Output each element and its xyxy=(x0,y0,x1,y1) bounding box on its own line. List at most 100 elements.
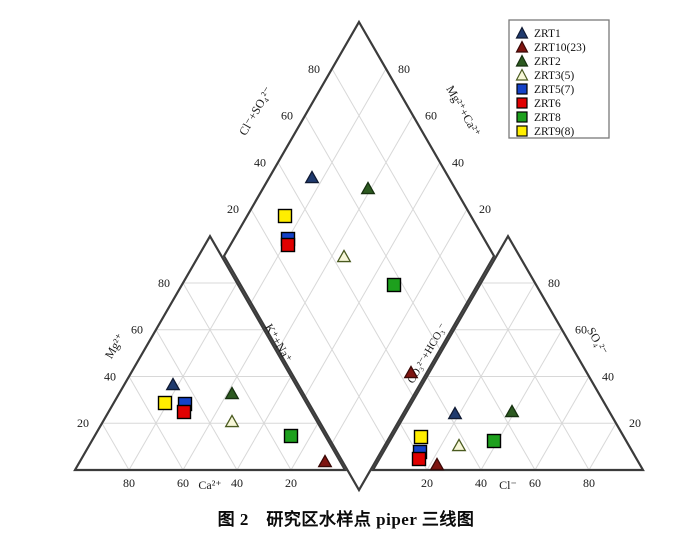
diamond-grid-b xyxy=(331,68,468,304)
data-point-cation-ZRT8 xyxy=(283,428,299,444)
cation-bottom-tick: 60 xyxy=(177,476,189,490)
anion-bottom-tick: 80 xyxy=(583,476,595,490)
cation-bottom-tick: 40 xyxy=(231,476,243,490)
cation-triangle-grid-r xyxy=(128,376,184,471)
diamond-right-tick: 80 xyxy=(398,62,410,76)
data-point-diamond-ZRT3(5) xyxy=(336,249,352,263)
grid-layer xyxy=(101,68,617,471)
cation-triangle-grid-r xyxy=(101,422,130,471)
diamond-left-tick: 40 xyxy=(254,155,266,169)
anion-triangle xyxy=(371,233,645,472)
anion-bottom-tick: 40 xyxy=(475,476,487,490)
cation-triangle xyxy=(73,233,347,472)
data-point-anion-ZRT6 xyxy=(411,451,427,467)
data-point-cation-ZRT1 xyxy=(165,377,181,391)
legend-marker-square-icon xyxy=(516,111,528,123)
diamond-grid-b xyxy=(304,115,441,350)
cation-left-tick: 80 xyxy=(158,276,170,290)
diamond-grid-a xyxy=(277,115,414,350)
diamond-grid-a xyxy=(250,68,387,304)
legend-label: ZRT5(7) xyxy=(534,84,574,96)
legend-marker-triangle-icon xyxy=(515,68,529,81)
diamond-left-tick: 60 xyxy=(281,109,293,123)
cation-triangle-grid-l xyxy=(236,376,292,471)
anion-right-tick: 80 xyxy=(548,276,560,290)
legend-label: ZRT1 xyxy=(534,28,561,40)
data-point-anion-ZRT10(23) xyxy=(429,457,445,471)
anion-triangle-grid-l xyxy=(588,422,617,471)
legend-item-ZRT3(5)[interactable]: ZRT3(5) xyxy=(515,68,575,83)
data-point-anion-ZRT8 xyxy=(486,433,502,449)
data-point-cation-ZRT2 xyxy=(224,386,240,400)
cation-left-tick: 20 xyxy=(77,416,89,430)
legend-marker-square-icon xyxy=(516,83,528,95)
legend-item-ZRT9(8)[interactable]: ZRT9(8) xyxy=(516,125,574,138)
axis-label-layer: Ca²⁺ Cl⁻Mg²⁺ K⁺+Na⁺ CO₃²⁻+HCO₃⁻ SO₄²⁻Cl⁻+SO₄… xyxy=(102,83,611,492)
data-point-anion-ZRT3(5) xyxy=(451,438,467,452)
data-point-anion-ZRT2 xyxy=(504,404,520,418)
cation-bottom-tick: 20 xyxy=(285,476,297,490)
anion-triangle-grid-r xyxy=(426,376,482,471)
legend-label: ZRT9(8) xyxy=(534,126,574,138)
legend-label: ZRT10(23) xyxy=(534,42,586,54)
data-point-diamond-ZRT8 xyxy=(386,277,402,293)
cation-triangle-grid-l xyxy=(290,422,319,471)
diamond-grid-a xyxy=(331,208,468,444)
data-point-anion-ZRT9(8) xyxy=(413,429,429,445)
anion-triangle-grid-r xyxy=(453,329,536,471)
legend-marker-triangle-icon xyxy=(515,26,529,39)
legend-marker-triangle-icon xyxy=(515,40,529,53)
anion-right-tick: 20 xyxy=(629,416,641,430)
anion-right-tick: 40 xyxy=(602,369,614,383)
legend-item-ZRT2[interactable]: ZRT2 xyxy=(515,54,562,69)
diamond-right-tick: 20 xyxy=(479,202,491,216)
diamond-right-tick: 40 xyxy=(452,155,464,169)
diamond-grid-a xyxy=(304,162,441,397)
legend-item-ZRT1[interactable]: ZRT1 xyxy=(515,26,562,41)
data-point-diamond-ZRT10(23) xyxy=(403,365,419,379)
anion-right-tick: 60 xyxy=(575,323,587,337)
legend-item-ZRT8[interactable]: ZRT8 xyxy=(516,111,561,124)
legend[interactable]: ZRT1 ZRT10(23) ZRT2 ZRT3(5) ZRT5(7) ZRT6 ZRT8 Z… xyxy=(508,19,610,139)
cation-triangle-grid-l xyxy=(182,329,265,471)
figure-caption: 图 2 研究区水样点 piper 三线图 xyxy=(217,510,475,529)
diamond-grid-b xyxy=(277,162,414,397)
data-point-cation-ZRT9(8) xyxy=(157,395,173,411)
diamond-left-tick: 20 xyxy=(227,202,239,216)
legend-item-ZRT6[interactable]: ZRT6 xyxy=(516,97,561,110)
anion-triangle-grid-l xyxy=(480,329,563,471)
legend-label: ZRT3(5) xyxy=(534,70,574,82)
data-point-anion-ZRT1 xyxy=(447,406,463,420)
anion-triangle-grid-l xyxy=(534,376,590,471)
data-point-diamond-ZRT9(8) xyxy=(277,208,293,224)
diamond-grid-b xyxy=(250,208,387,444)
legend-label: ZRT2 xyxy=(534,56,561,68)
anion-right-axis-label: SO₄²⁻ xyxy=(584,325,611,358)
cation-left-tick: 40 xyxy=(104,369,116,383)
data-point-diamond-ZRT1 xyxy=(304,170,320,184)
legend-label: ZRT8 xyxy=(534,112,561,124)
legend-marker-square-icon xyxy=(516,125,528,137)
anion-bottom-axis-label: Cl⁻ xyxy=(499,478,517,492)
legend-item-ZRT10(23)[interactable]: ZRT10(23) xyxy=(515,40,586,55)
data-point-diamond-ZRT2 xyxy=(360,181,376,195)
anion-bottom-tick: 20 xyxy=(421,476,433,490)
cation-left-axis-label: Mg²⁺ xyxy=(102,331,127,361)
diamond-left-axis-label: Cl⁻+SO₄²⁻ xyxy=(236,84,275,138)
diamond-right-axis-label: Mg²⁺+Ca²⁺ xyxy=(443,83,483,139)
cation-triangle-grid-r xyxy=(155,329,238,471)
data-point-diamond-ZRT6 xyxy=(280,237,296,253)
diamond-frame xyxy=(222,19,496,493)
legend-label: ZRT6 xyxy=(534,98,561,110)
diamond-left-tick: 80 xyxy=(308,62,320,76)
data-point-layer xyxy=(157,170,520,471)
data-point-cation-ZRT10(23) xyxy=(317,454,333,468)
anion-bottom-tick: 60 xyxy=(529,476,541,490)
legend-marker-square-icon xyxy=(516,97,528,109)
data-point-cation-ZRT6 xyxy=(176,404,192,420)
cation-bottom-tick: 80 xyxy=(123,476,135,490)
cation-bottom-axis-label: Ca²⁺ xyxy=(198,478,221,492)
legend-marker-triangle-icon xyxy=(515,54,529,67)
legend-item-ZRT5(7)[interactable]: ZRT5(7) xyxy=(516,83,574,96)
